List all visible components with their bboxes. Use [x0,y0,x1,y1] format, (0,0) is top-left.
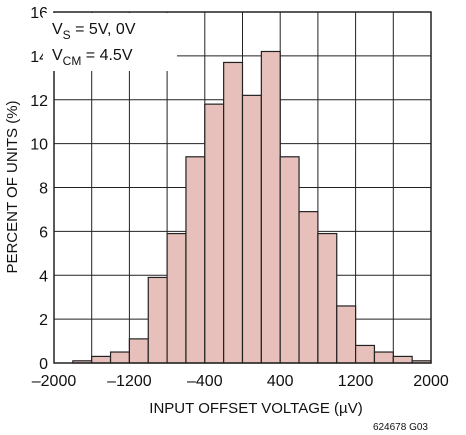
histogram-bar [241,94,262,364]
histogram-bar [336,305,357,364]
histogram-bars [72,50,432,364]
histogram-bar [185,156,206,364]
annotation-line-1: VS = 5V, 0V [52,21,136,42]
histogram-bar [109,351,131,364]
x-tick-label: 1200 [338,373,374,390]
y-axis-label: PERCENT OF UNITS (%) [4,100,21,273]
histogram-bar [298,211,319,364]
x-tick-labels: –2000 –1200 –400 400 1200 2000 [32,373,449,390]
x-axis-label: INPUT OFFSET VOLTAGE (µV) [149,400,362,417]
histogram-bar [279,156,300,364]
histogram-bar [317,232,338,364]
x-tick-label: 400 [267,373,294,390]
y-tick-label: 0 [39,356,48,373]
annotation-background [43,13,177,71]
x-tick-label: –1200 [107,373,152,390]
plot-frame [53,11,432,364]
figure-code: 624678 G03 [373,422,428,433]
histogram-bar [91,355,112,364]
y-tick-label: 2 [39,312,48,329]
histogram-bar [204,103,225,364]
y-tick-label: 10 [30,137,48,154]
y-tick-label: 8 [39,181,48,198]
x-tick-label: –400 [187,373,223,390]
y-tick-label: 4 [39,268,48,285]
histogram-bar [260,50,281,364]
x-tick-label: –2000 [32,373,77,390]
histogram-bar [223,61,244,364]
y-tick-label: 6 [39,224,48,241]
histogram-bar [373,351,394,364]
histogram-bar [392,355,413,364]
histogram-bar [147,276,168,364]
histogram-bar [355,344,376,364]
x-tick-label: 2000 [413,373,449,390]
y-tick-label: 12 [30,93,48,110]
histogram-bar [128,338,149,364]
histogram-bar [166,232,187,364]
annotation-line-2: VCM = 4.5V [52,47,133,68]
